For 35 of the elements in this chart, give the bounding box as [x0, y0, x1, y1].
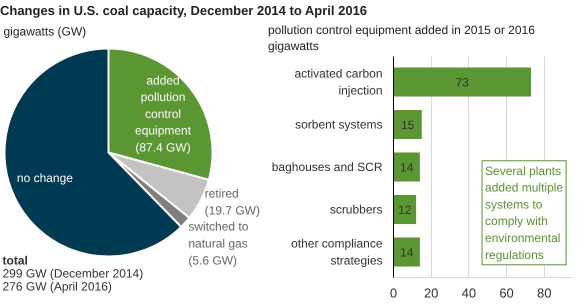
annotation: Several plants added multiple systems to comply with environmental regulations	[485, 164, 564, 262]
data-label: 14	[400, 246, 414, 260]
data-label: 14	[400, 160, 414, 174]
x-tick-label: 20	[424, 286, 438, 300]
bar	[394, 238, 420, 266]
slice-label: added pollution control equipment	[135, 73, 192, 138]
slice-label: retired	[204, 186, 239, 201]
y-tick-label: scrubbers	[330, 202, 382, 216]
chart-title: pollution control equipment added in 2015 or 2016	[268, 22, 535, 38]
data-label: (5.6 GW)	[188, 253, 238, 268]
data-label: 15	[400, 118, 415, 132]
y-tick-label: activated carbon injection	[294, 66, 383, 98]
y-tick-label: baghouses and SCR	[272, 160, 383, 174]
chart-title: Changes in U.S. coal capacity, December 2014 to April 2016	[0, 2, 368, 20]
y-tick-label: sorbent systems	[295, 118, 383, 132]
data-label: 73	[456, 76, 470, 90]
bar	[394, 195, 416, 224]
text: 299 GW (December 2014)	[2, 266, 144, 280]
data-label: 12	[398, 203, 412, 217]
text: gigawatts	[268, 38, 319, 54]
bar	[394, 68, 532, 96]
chart-subtitle: gigawatts (GW)	[4, 24, 86, 38]
text: total	[2, 254, 28, 268]
bar	[394, 110, 422, 139]
x-tick-label: 80	[537, 286, 552, 300]
slice-label: switched to natural gas	[188, 220, 249, 250]
slice-label: no change	[16, 170, 74, 185]
x-tick-label: 60	[499, 286, 514, 300]
data-label: (87.4 GW)	[135, 140, 191, 155]
text: 276 GW (April 2016)	[2, 280, 112, 294]
x-tick-label: 0	[390, 286, 398, 300]
data-label: (19.7 GW)	[204, 203, 260, 218]
y-tick-label: other compliance strategies	[291, 236, 383, 268]
x-tick-label: 40	[462, 286, 476, 300]
bar	[394, 152, 420, 182]
